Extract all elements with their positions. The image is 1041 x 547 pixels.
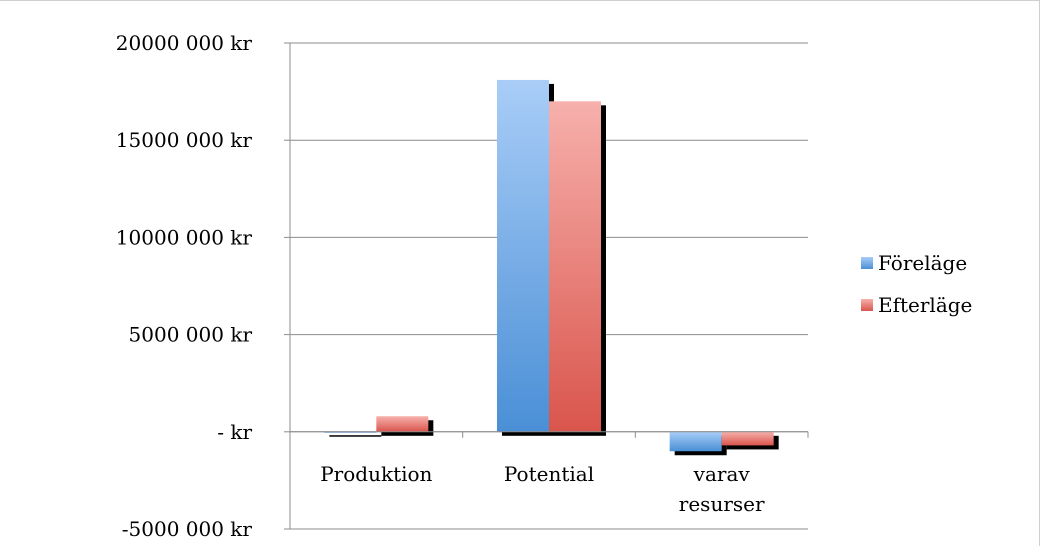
bar-efterläge-1 [549,101,601,432]
bar-efterläge-0 [376,416,429,432]
category-label: Potential [504,462,594,486]
legend: Föreläge Efterläge [861,251,972,317]
x-axis-labels: Produktion Potential varav resurser [320,462,765,516]
y-tick-label: 20000 000 kr [116,31,253,55]
legend-label: Föreläge [878,251,967,275]
bar-shadow [329,435,382,437]
y-tick-label: -5000 000 kr [122,517,253,541]
bar-föreläge-1 [497,79,549,432]
y-axis-ticks: 20000 000 kr 15000 000 kr 10000 000 kr 5000… [116,31,253,541]
bar-efterläge-2 [721,431,774,446]
bar-föreläge-2 [669,431,722,452]
y-tick-label: 10000 000 kr [116,225,253,249]
category-label: varav [693,462,751,486]
legend-swatch-föreläge [861,257,873,269]
y-tick-label: 15000 000 kr [116,128,253,152]
category-label: resurser [679,492,765,516]
category-label: Produktion [320,462,432,486]
legend-label: Efterläge [878,293,972,317]
y-tick-label: 5000 000 kr [129,323,253,347]
y-tick-label: - kr [217,420,252,444]
axes [284,42,809,530]
bars [324,79,774,452]
legend-swatch-efterläge [861,299,873,311]
